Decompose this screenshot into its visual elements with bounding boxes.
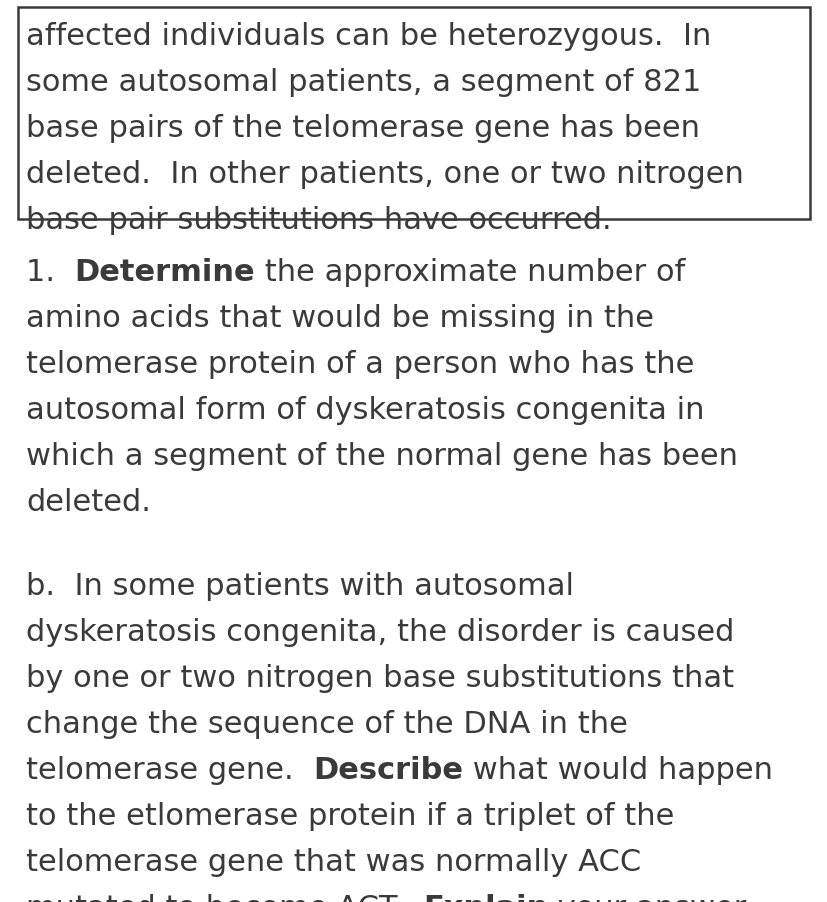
- Text: telomerase gene.: telomerase gene.: [26, 755, 313, 784]
- Text: your answer.: your answer.: [547, 893, 753, 902]
- Text: telomerase protein of a person who has the: telomerase protein of a person who has t…: [26, 350, 694, 379]
- Text: mutated to become ACT.: mutated to become ACT.: [26, 893, 423, 902]
- Text: dyskeratosis congenita, the disorder is caused: dyskeratosis congenita, the disorder is …: [26, 617, 734, 647]
- Text: deleted.  In other patients, one or two nitrogen: deleted. In other patients, one or two n…: [26, 160, 743, 189]
- Text: affected individuals can be heterozygous.  In: affected individuals can be heterozygous…: [26, 22, 710, 51]
- Text: Explain: Explain: [423, 893, 547, 902]
- Text: change the sequence of the DNA in the: change the sequence of the DNA in the: [26, 709, 627, 738]
- Text: deleted.: deleted.: [26, 487, 151, 517]
- Text: telomerase gene that was normally ACC: telomerase gene that was normally ACC: [26, 847, 640, 876]
- Text: Describe: Describe: [313, 755, 462, 784]
- Text: the approximate number of: the approximate number of: [255, 258, 685, 287]
- Bar: [18, 8, 809, 220]
- Text: to the etlomerase protein if a triplet of the: to the etlomerase protein if a triplet o…: [26, 801, 673, 830]
- Text: b.  In some patients with autosomal: b. In some patients with autosomal: [26, 571, 573, 601]
- Text: by one or two nitrogen base substitutions that: by one or two nitrogen base substitution…: [26, 663, 734, 692]
- Text: amino acids that would be missing in the: amino acids that would be missing in the: [26, 304, 653, 333]
- Text: what would happen: what would happen: [462, 755, 772, 784]
- Text: which a segment of the normal gene has been: which a segment of the normal gene has b…: [26, 441, 737, 471]
- Text: base pairs of the telomerase gene has been: base pairs of the telomerase gene has be…: [26, 114, 699, 143]
- Text: some autosomal patients, a segment of 821: some autosomal patients, a segment of 82…: [26, 68, 700, 97]
- Text: autosomal form of dyskeratosis congenita in: autosomal form of dyskeratosis congenita…: [26, 396, 704, 425]
- Text: Determine: Determine: [74, 258, 255, 287]
- Text: 1.: 1.: [26, 258, 74, 287]
- Text: base pair substitutions have occurred.: base pair substitutions have occurred.: [26, 206, 611, 235]
